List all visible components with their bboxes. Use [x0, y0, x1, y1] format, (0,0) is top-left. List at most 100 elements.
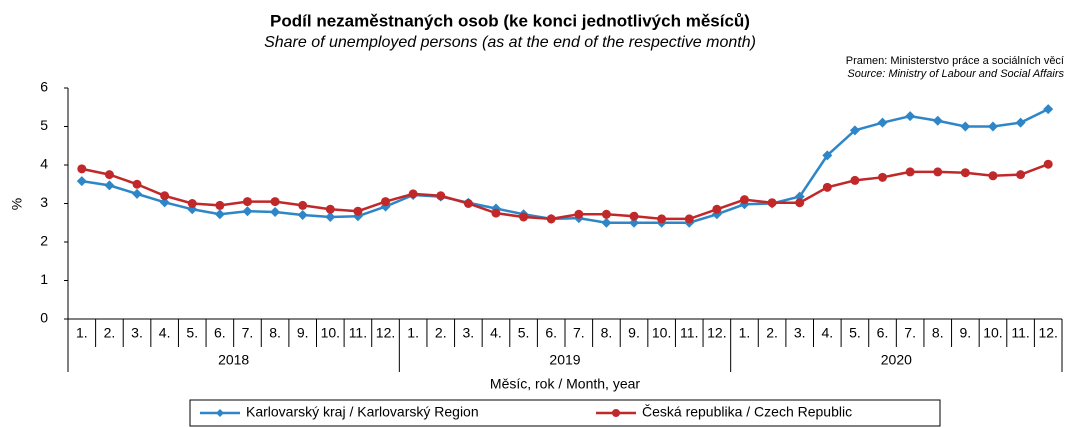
y-tick-label: 6 [40, 79, 48, 95]
x-tick-label: 3. [131, 325, 143, 341]
data-point [519, 212, 529, 222]
data-point [132, 188, 143, 199]
data-point [242, 206, 253, 217]
data-point [187, 199, 197, 208]
x-tick-label: 9. [960, 325, 972, 341]
y-tick-label: 0 [40, 310, 48, 326]
data-point [905, 167, 915, 177]
x-tick-label: 12. [1038, 325, 1057, 341]
data-point [104, 170, 114, 180]
data-point [795, 198, 805, 208]
x-tick-label: 2. [104, 325, 116, 341]
year-label: 2018 [218, 352, 249, 368]
data-point [849, 125, 860, 136]
data-point [408, 189, 418, 199]
data-point [297, 210, 308, 221]
x-tick-label: 10. [983, 325, 1002, 341]
data-point [214, 209, 225, 220]
data-point [1043, 159, 1053, 169]
x-tick-label: 11. [680, 325, 698, 341]
data-point [1015, 117, 1026, 128]
data-point [159, 197, 170, 208]
data-point [767, 198, 777, 208]
data-point [325, 204, 335, 214]
x-tick-label: 2. [435, 325, 447, 341]
y-tick-label: 5 [40, 117, 48, 133]
data-point [987, 121, 998, 132]
data-point [353, 206, 363, 216]
x-tick-label: 7. [573, 325, 585, 341]
x-tick-label: 12. [707, 325, 726, 341]
y-tick-label: 3 [40, 194, 48, 210]
data-point [270, 197, 280, 207]
x-tick-label: 3. [463, 325, 475, 341]
x-tick-label: 1. [407, 325, 419, 341]
x-tick-label: 9. [297, 325, 309, 341]
source-cz: Pramen: Ministerstvo práce a sociálních … [846, 55, 1064, 67]
data-point [601, 209, 611, 219]
data-point [878, 172, 888, 182]
year-label: 2020 [881, 352, 912, 368]
y-axis-title: % [9, 198, 25, 210]
data-point [822, 182, 832, 192]
series-line [81, 163, 1049, 221]
data-point [877, 117, 888, 128]
data-point [325, 211, 336, 222]
data-point [104, 180, 115, 191]
x-tick-label: 7. [242, 325, 254, 341]
x-tick-label: 11. [1011, 325, 1029, 341]
x-axis-title: Měsíc, rok / Month, year [490, 376, 640, 392]
data-point [712, 204, 722, 214]
legend-marker [216, 409, 224, 417]
data-point [601, 217, 612, 228]
x-tick-label: 9. [628, 325, 640, 341]
data-point [436, 191, 446, 201]
data-point [739, 195, 749, 205]
x-tick-label: 12. [376, 325, 395, 341]
legend-marker [612, 409, 620, 417]
x-tick-label: 8. [269, 325, 281, 341]
data-point [160, 191, 170, 201]
data-point [242, 197, 252, 207]
data-point [77, 164, 87, 174]
data-point [132, 179, 142, 189]
x-tick-label: 6. [877, 325, 889, 341]
x-tick-label: 5. [518, 325, 530, 341]
x-tick-label: 1. [739, 325, 751, 341]
y-tick-label: 2 [40, 233, 48, 249]
x-tick-label: 4. [159, 325, 171, 341]
data-point [1043, 104, 1054, 115]
data-point [1016, 170, 1026, 180]
legend-box [189, 399, 941, 427]
data-point [960, 121, 971, 132]
data-point [684, 214, 694, 224]
source-en: Source: Ministry of Labour and Social Af… [847, 68, 1064, 80]
x-tick-label: 10. [321, 325, 340, 341]
data-point [215, 200, 225, 210]
x-tick-label: 5. [186, 325, 198, 341]
x-tick-label: 2. [766, 325, 778, 341]
data-point [381, 197, 391, 207]
data-point [629, 217, 640, 228]
chart-subtitle: Share of unemployed persons (as at the e… [264, 34, 756, 51]
series-line [81, 108, 1049, 224]
data-point [491, 208, 501, 218]
data-point [546, 214, 556, 224]
year-label: 2019 [549, 352, 580, 368]
x-tick-label: 4. [821, 325, 833, 341]
data-point [463, 199, 473, 208]
x-tick-label: 5. [849, 325, 861, 341]
x-tick-label: 11. [349, 325, 367, 341]
legend-label: Česká republika / Czech Republic [642, 404, 852, 420]
data-point [298, 200, 308, 210]
legend-label: Karlovarský kraj / Karlovarský Region [246, 404, 479, 420]
x-tick-label: 1. [76, 325, 88, 341]
data-point [629, 211, 639, 221]
x-tick-label: 7. [904, 325, 916, 341]
data-point [76, 176, 87, 187]
data-point [657, 214, 667, 224]
data-point [933, 167, 943, 177]
x-tick-label: 6. [214, 325, 226, 341]
y-tick-label: 4 [40, 156, 48, 172]
